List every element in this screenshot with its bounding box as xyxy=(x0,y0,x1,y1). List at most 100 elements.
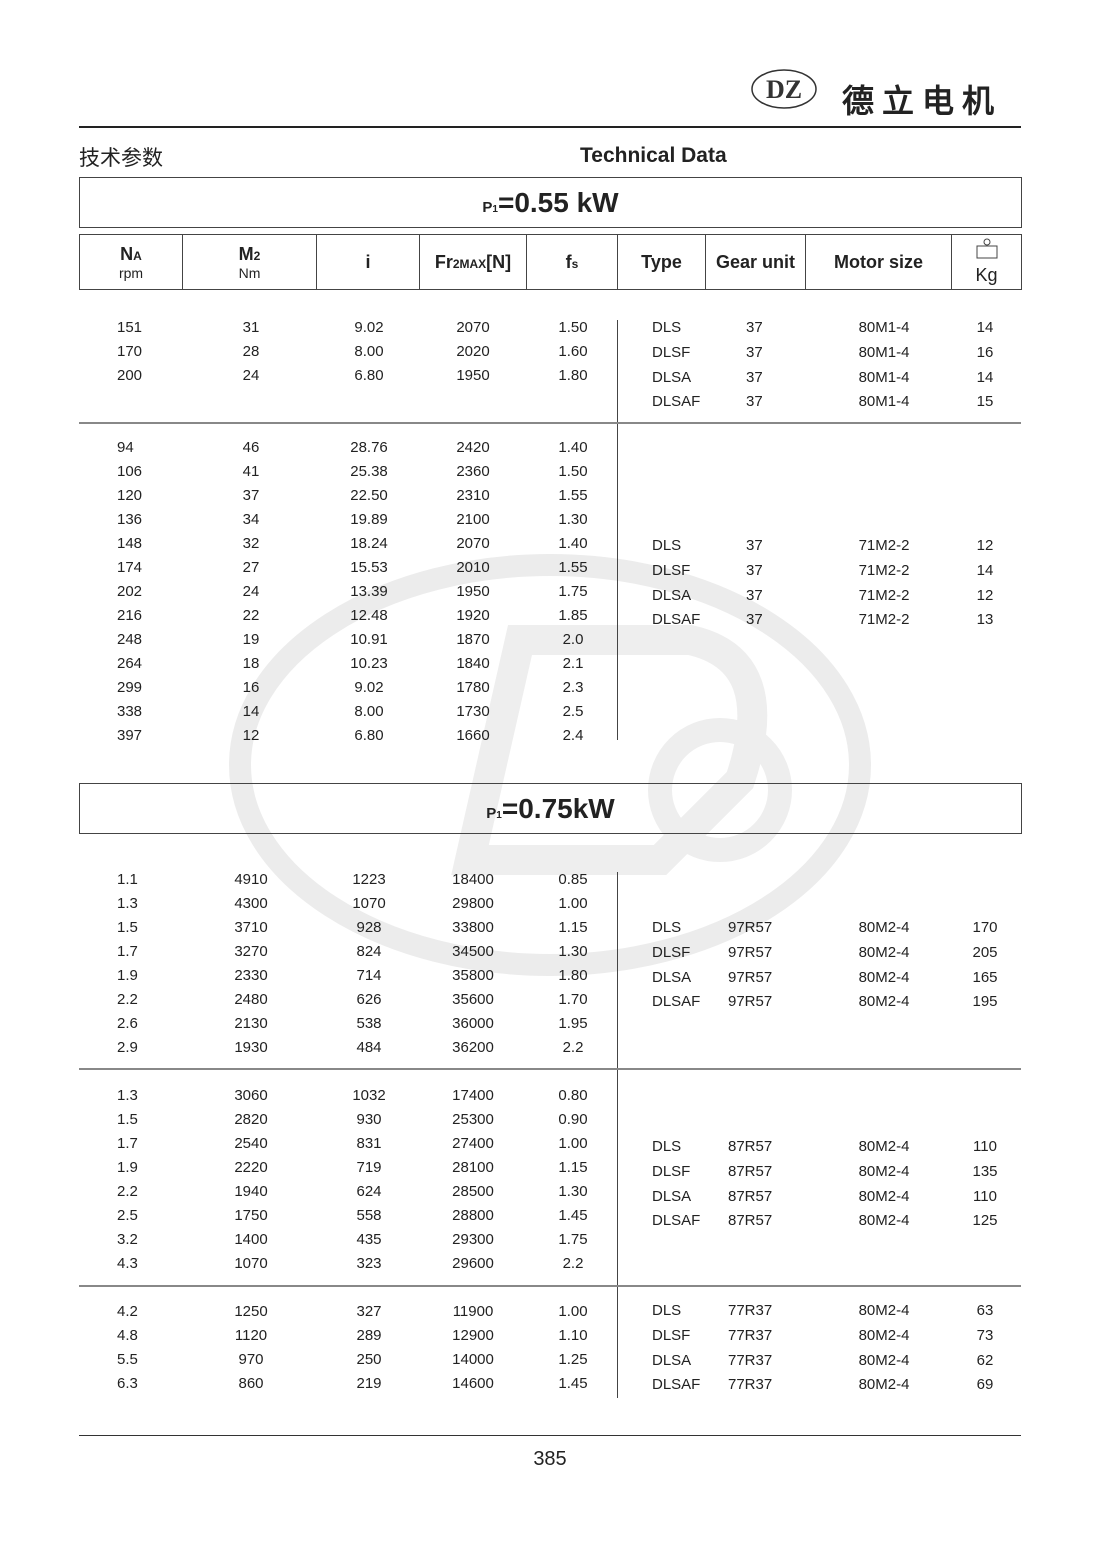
table-cell: 1.30 xyxy=(558,511,588,528)
table-cell: 1.55 xyxy=(558,487,588,504)
table-cell: 174 xyxy=(117,559,143,576)
table-cell: 14000 xyxy=(452,1351,494,1368)
table-cell: 87R57 xyxy=(728,1138,773,1155)
column-subscript: 2MAX xyxy=(452,256,487,271)
table-cell: 77R37 xyxy=(728,1302,773,1319)
table-cell: 1.85 xyxy=(558,607,588,624)
column-label: Type xyxy=(641,251,682,272)
table-cell: 35600 xyxy=(452,991,494,1008)
table-cell: 2480 xyxy=(234,991,268,1008)
table-cell: DLSA xyxy=(652,1187,692,1205)
table-cell: 397 xyxy=(117,727,143,744)
table-cell: 2540 xyxy=(234,1135,268,1152)
table-cell: 1.80 xyxy=(558,967,588,984)
table-cell: 36000 xyxy=(452,1015,494,1032)
table-cell: 37 xyxy=(746,393,763,411)
table-cell: 19.89 xyxy=(350,511,388,528)
table-cell: 1.95 xyxy=(558,1015,588,1032)
table-cell: 2360 xyxy=(456,463,490,480)
table-cell: 13.39 xyxy=(350,583,388,600)
table-cell: 110 xyxy=(973,1138,997,1155)
table-cell: 22.50 xyxy=(350,487,388,504)
column-subscript: s xyxy=(571,256,579,271)
table-cell: 1.50 xyxy=(558,463,588,480)
table-cell: DLSF xyxy=(652,1162,691,1180)
table-cell: 18 xyxy=(242,655,260,672)
table-cell: 205 xyxy=(972,943,998,961)
table-cell: 6.3 xyxy=(117,1375,138,1392)
table-cell: 77R37 xyxy=(728,1376,773,1394)
table-cell: DLS xyxy=(652,1138,682,1155)
table-cell: 200 xyxy=(117,367,143,384)
table-cell: 37 xyxy=(746,368,763,386)
table-cell: 1750 xyxy=(234,1207,268,1224)
table-cell: 165 xyxy=(972,968,998,986)
table-cell: 37 xyxy=(746,611,763,629)
table-cell: 1.7 xyxy=(117,943,138,960)
column-divider xyxy=(617,320,618,740)
table-cell: 12 xyxy=(976,586,994,604)
power-sub: 1 xyxy=(496,810,502,821)
table-cell: 94 xyxy=(117,439,134,456)
weight-icon xyxy=(975,238,999,265)
table-cell: DLSAF xyxy=(652,993,701,1011)
table-cell: 1.1 xyxy=(117,871,138,888)
table-cell: 2020 xyxy=(456,343,490,360)
watermark-logo-icon xyxy=(229,554,871,976)
table-cell: 170 xyxy=(972,919,998,936)
column-title: M2 xyxy=(239,244,261,265)
table-cell: 1660 xyxy=(456,727,490,744)
table-cell: 135 xyxy=(972,1162,998,1180)
column-label: M xyxy=(238,243,254,264)
table-cell: 1070 xyxy=(234,1255,268,1272)
table-cell: 2070 xyxy=(456,535,490,552)
table-cell: 4300 xyxy=(234,895,268,912)
table-cell: 77R37 xyxy=(728,1351,773,1369)
table-cell: DLSAF xyxy=(652,611,701,629)
table-cell: 80M2-4 xyxy=(858,1376,910,1394)
table-cell: 1.70 xyxy=(558,991,588,1008)
column-label: Gear unit xyxy=(715,251,795,272)
table-cell: 37 xyxy=(746,343,763,361)
table-cell: 1.45 xyxy=(558,1207,588,1224)
table-cell: 170 xyxy=(117,343,143,360)
table-cell: 11900 xyxy=(452,1303,494,1320)
table-cell: 435 xyxy=(356,1231,382,1248)
header-divider xyxy=(79,126,1021,128)
table-cell: 80M2-4 xyxy=(858,1212,910,1230)
table-cell: 87R57 xyxy=(728,1187,773,1205)
table-cell: 35800 xyxy=(452,967,494,984)
table-cell: 299 xyxy=(117,679,143,696)
table-cell: 264 xyxy=(117,655,143,672)
table-cell: 2.5 xyxy=(117,1207,138,1224)
table-cell: 1.15 xyxy=(558,919,588,936)
table-cell: 16 xyxy=(976,343,994,361)
table-cell: 37 xyxy=(746,537,763,554)
power-prefix: P xyxy=(482,199,493,216)
table-cell: 3710 xyxy=(234,919,268,936)
title-en: Technical Data xyxy=(580,144,727,167)
table-cell: 3.2 xyxy=(117,1231,138,1248)
table-cell: 10.23 xyxy=(350,655,388,672)
table-cell: 1.3 xyxy=(117,895,138,912)
table-cell: 1940 xyxy=(234,1183,268,1200)
table-cell: 248 xyxy=(117,631,143,648)
table-cell: 14 xyxy=(976,561,994,579)
table-cell: 125 xyxy=(972,1212,998,1230)
column-header: NA rpm xyxy=(79,234,182,290)
table-cell: 28500 xyxy=(452,1183,494,1200)
table-cell: 80M2-4 xyxy=(858,1302,910,1319)
table-cell: 558 xyxy=(356,1207,382,1224)
group-divider xyxy=(79,422,1021,424)
table-cell: 1120 xyxy=(234,1327,268,1344)
column-header: M2 Nm xyxy=(182,234,316,290)
column-suffix: [N] xyxy=(486,251,512,272)
table-cell: 6.80 xyxy=(354,367,384,384)
table-cell: 1950 xyxy=(456,583,490,600)
table-cell: 3270 xyxy=(234,943,268,960)
table-cell: 29800 xyxy=(452,895,494,912)
table-cell: 29300 xyxy=(452,1231,494,1248)
table-cell: 27400 xyxy=(452,1135,494,1152)
table-cell: 8.00 xyxy=(354,343,384,360)
table-cell: 1.15 xyxy=(558,1159,588,1176)
